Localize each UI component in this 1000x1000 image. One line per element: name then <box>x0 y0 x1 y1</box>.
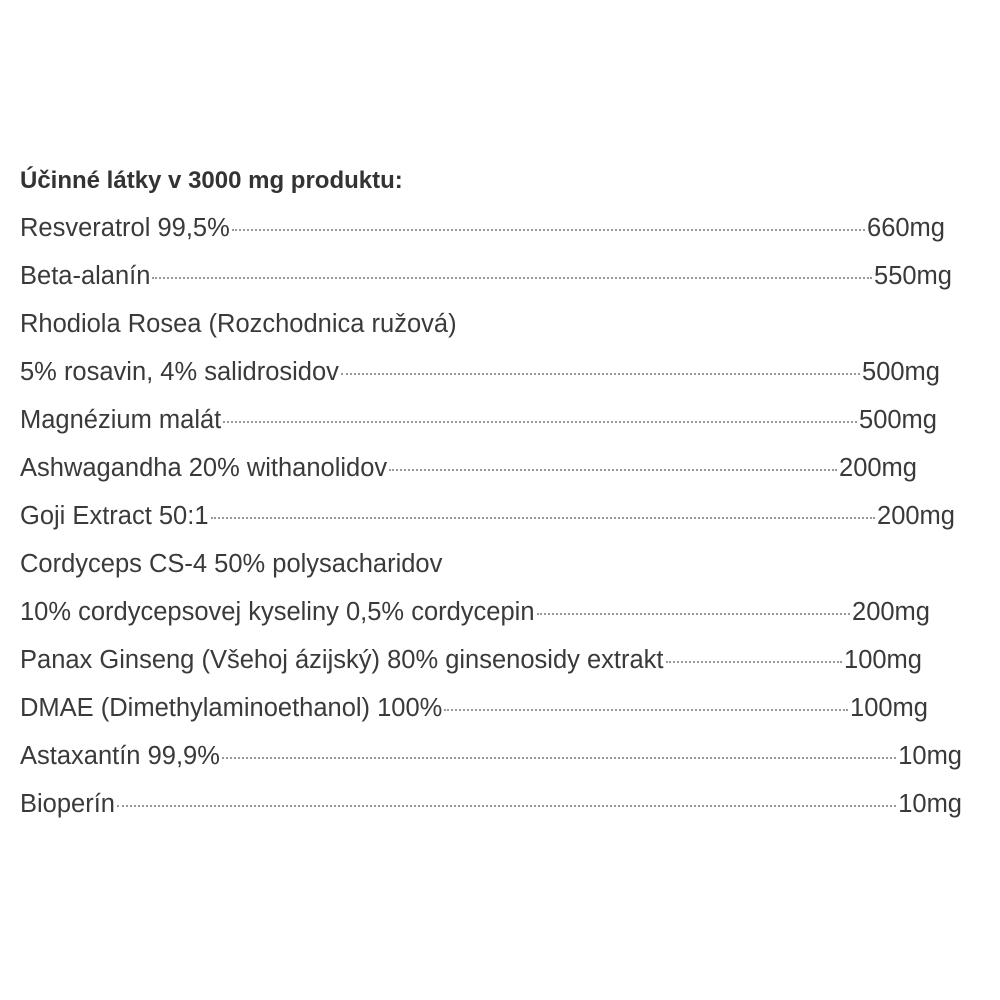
ingredient-name: Panax Ginseng (Všehoj ázijský) 80% ginse… <box>20 646 664 674</box>
ingredient-name: Ashwagandha 20% withanolidov <box>20 454 388 482</box>
ingredient-row: Goji Extract 50:1 200mg <box>20 492 955 540</box>
dot-leader <box>221 757 897 759</box>
ingredient-amount: 200mg <box>839 454 917 482</box>
ingredient-amount: 500mg <box>862 358 940 386</box>
ingredient-name: Resveratrol 99,5% <box>20 214 230 242</box>
ingredient-row: Rhodiola Rosea (Rozchodnica ružová) <box>20 300 945 348</box>
ingredient-amount: 200mg <box>852 598 930 626</box>
ingredient-row: 5% rosavin, 4% salidrosidov 500mg <box>20 348 940 396</box>
dot-leader <box>444 709 849 711</box>
ingredient-row: DMAE (Dimethylaminoethanol) 100% 100mg <box>20 684 928 732</box>
ingredient-amount: 200mg <box>877 502 955 530</box>
dot-leader <box>210 517 876 519</box>
ingredient-row: Resveratrol 99,5% 660mg <box>20 204 945 252</box>
ingredient-amount: 500mg <box>859 406 937 434</box>
ingredient-amount: 10mg <box>898 790 962 818</box>
ingredient-amount: 550mg <box>874 262 952 290</box>
ingredient-row: 10% cordycepsovej kyseliny 0,5% cordycep… <box>20 588 930 636</box>
ingredient-row: Astaxantín 99,9% 10mg <box>20 732 962 780</box>
dot-leader <box>223 421 858 423</box>
list-title: Účinné látky v 3000 mg produktu: <box>20 167 403 194</box>
dot-leader <box>389 469 838 471</box>
dot-leader <box>665 661 843 663</box>
ingredient-row: Cordyceps CS-4 50% polysacharidov <box>20 540 945 588</box>
dot-leader <box>152 277 873 279</box>
dot-leader <box>231 229 866 231</box>
ingredient-row: Ashwagandha 20% withanolidov 200mg <box>20 444 917 492</box>
ingredient-row: Bioperín 10mg <box>20 780 962 828</box>
ingredient-name: 5% rosavin, 4% salidrosidov <box>20 358 339 386</box>
ingredient-name: Astaxantín 99,9% <box>20 742 220 770</box>
ingredient-name: Beta-alanín <box>20 262 151 290</box>
ingredient-name: Goji Extract 50:1 <box>20 502 209 530</box>
ingredient-name: Magnézium malát <box>20 406 222 434</box>
ingredient-name: 10% cordycepsovej kyseliny 0,5% cordycep… <box>20 598 535 626</box>
ingredient-amount: 660mg <box>867 214 945 242</box>
ingredient-amount: 100mg <box>844 646 922 674</box>
ingredient-row: Beta-alanín 550mg <box>20 252 952 300</box>
ingredients-list: Účinné látky v 3000 mg produktu: Resvera… <box>20 158 962 828</box>
ingredient-name: Bioperín <box>20 790 115 818</box>
dot-leader <box>536 613 851 615</box>
ingredient-name: DMAE (Dimethylaminoethanol) 100% <box>20 694 443 722</box>
ingredient-name: Rhodiola Rosea (Rozchodnica ružová) <box>20 310 457 338</box>
ingredient-amount: 100mg <box>850 694 928 722</box>
ingredient-row: Panax Ginseng (Všehoj ázijský) 80% ginse… <box>20 636 922 684</box>
ingredient-amount: 10mg <box>898 742 962 770</box>
ingredient-name: Cordyceps CS-4 50% polysacharidov <box>20 550 443 578</box>
dot-leader <box>340 373 861 375</box>
ingredient-row: Magnézium malát 500mg <box>20 396 937 444</box>
dot-leader <box>116 805 897 807</box>
